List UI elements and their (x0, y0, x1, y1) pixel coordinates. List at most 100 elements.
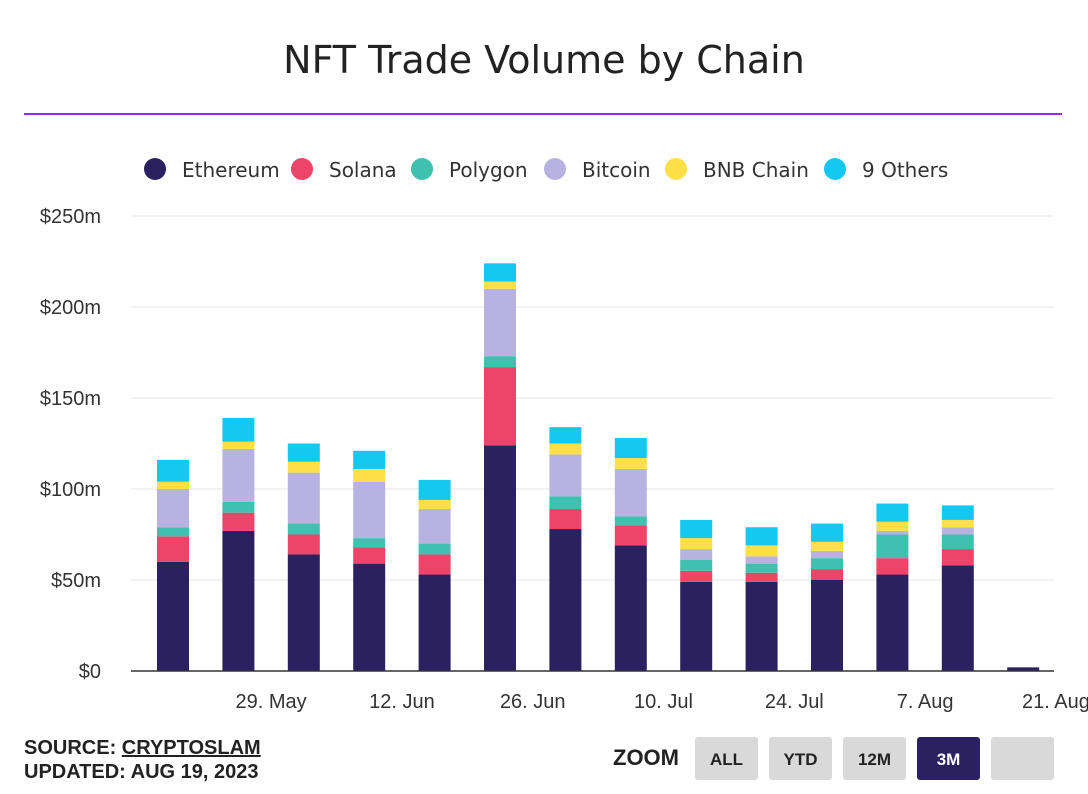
bar-segment-9-others[interactable] (353, 450, 386, 469)
bar-segment-9-others[interactable] (614, 438, 647, 459)
bar-segment-bitcoin[interactable] (941, 527, 974, 535)
legend-item-label[interactable]: BNB Chain (703, 158, 809, 182)
bar-segment-solana[interactable] (418, 554, 451, 575)
bar-segment-solana[interactable] (811, 569, 843, 580)
zoom-ytd-button[interactable]: YTD (769, 737, 832, 780)
bar-segment-polygon[interactable] (287, 523, 320, 535)
bar-segment-bitcoin[interactable] (614, 468, 647, 517)
bar-segment-bnb-chain[interactable] (157, 481, 189, 489)
bar-segment-bnb-chain[interactable] (680, 538, 713, 550)
bar-segment-solana[interactable] (549, 509, 582, 530)
bar-segment-solana[interactable] (614, 525, 647, 546)
legend-item-label[interactable]: Ethereum (182, 158, 280, 182)
y-tick-label: $250m (40, 206, 101, 228)
bar-segment-ethereum[interactable] (287, 554, 320, 671)
bar-segment-ethereum[interactable] (614, 545, 647, 671)
bar-segment-polygon[interactable] (157, 527, 189, 537)
zoom-all-button[interactable]: ALL (695, 737, 758, 780)
bar-segment-bnb-chain[interactable] (287, 461, 320, 473)
bar-segment-bnb-chain[interactable] (484, 281, 516, 289)
bar-segment-bitcoin[interactable] (353, 481, 386, 539)
legend-item-label[interactable]: Polygon (449, 158, 528, 182)
bar-segment-ethereum[interactable] (811, 580, 843, 671)
bar-segment-bitcoin[interactable] (484, 288, 516, 357)
bar-segment-solana[interactable] (287, 534, 320, 555)
bar-segment-bitcoin[interactable] (549, 454, 582, 497)
bar-segment-bitcoin[interactable] (287, 472, 320, 524)
bar-segment-polygon[interactable] (811, 558, 843, 570)
bar-segment-solana[interactable] (222, 512, 255, 531)
bar-segment-solana[interactable] (745, 572, 778, 582)
bar-segment-9-others[interactable] (876, 503, 909, 522)
bar-segment-polygon[interactable] (680, 559, 713, 571)
bar-segment-ethereum[interactable] (484, 445, 516, 671)
bar-segment-bnb-chain[interactable] (614, 458, 647, 469)
legend-marker[interactable] (665, 158, 687, 180)
bar-segment-9-others[interactable] (484, 263, 516, 282)
bar-segment-polygon[interactable] (353, 538, 386, 548)
bar-segment-polygon[interactable] (484, 356, 516, 368)
legend-item-label[interactable]: 9 Others (862, 158, 948, 182)
bar-segment-bnb-chain[interactable] (222, 441, 255, 449)
legend-marker[interactable] (144, 158, 166, 180)
bar-segment-polygon[interactable] (418, 543, 451, 555)
bar-segment-ethereum[interactable] (1007, 667, 1040, 671)
bar-segment-ethereum[interactable] (222, 530, 255, 671)
zoom-label: ZOOM (613, 745, 679, 770)
bar-segment-ethereum[interactable] (876, 574, 909, 671)
bar-segment-ethereum[interactable] (353, 563, 386, 671)
bar-segment-polygon[interactable] (876, 534, 909, 559)
bar-segment-solana[interactable] (484, 367, 516, 446)
bar-segment-bitcoin[interactable] (745, 556, 778, 564)
bar-segment-solana[interactable] (353, 547, 386, 564)
zoom-12m-button[interactable]: 12M (843, 737, 906, 780)
bar-segment-bnb-chain[interactable] (876, 521, 909, 531)
bar-segment-bnb-chain[interactable] (353, 468, 386, 482)
bar-segment-9-others[interactable] (745, 527, 778, 546)
bar-segment-polygon[interactable] (941, 534, 974, 550)
bar-segment-9-others[interactable] (680, 519, 713, 539)
bar-segment-bnb-chain[interactable] (418, 499, 451, 510)
bar-segment-9-others[interactable] (157, 459, 189, 482)
bar-segment-solana[interactable] (941, 549, 974, 566)
legend-item-label[interactable]: Bitcoin (582, 158, 651, 182)
legend-marker[interactable] (411, 158, 433, 180)
bar-segment-solana[interactable] (680, 570, 713, 582)
bar-segment-ethereum[interactable] (680, 581, 713, 671)
bar-segment-polygon[interactable] (745, 563, 778, 573)
bar-segment-bnb-chain[interactable] (745, 545, 778, 557)
zoom-blank-button[interactable] (991, 737, 1054, 780)
bar-segment-solana[interactable] (157, 536, 189, 562)
zoom-3m-button[interactable]: 3M (917, 737, 980, 780)
bar-segment-bitcoin[interactable] (418, 509, 451, 544)
bar-segment-ethereum[interactable] (157, 561, 189, 671)
bar-segment-bitcoin[interactable] (876, 530, 909, 535)
bar-segment-bnb-chain[interactable] (549, 443, 582, 455)
bar-segment-9-others[interactable] (941, 505, 974, 520)
bar-segment-bitcoin[interactable] (811, 550, 843, 559)
bar-segment-ethereum[interactable] (549, 529, 582, 671)
legend-marker[interactable] (824, 158, 846, 180)
bar-segment-bnb-chain[interactable] (941, 519, 974, 528)
bar-segment-solana[interactable] (876, 558, 909, 575)
legend-item-label[interactable]: Solana (329, 158, 397, 182)
bar-segment-polygon[interactable] (549, 496, 582, 510)
bar-segment-ethereum[interactable] (941, 565, 974, 671)
x-tick-label: 26. Jun (500, 691, 566, 713)
bar-segment-bitcoin[interactable] (157, 489, 189, 528)
bar-segment-polygon[interactable] (222, 501, 255, 513)
bar-segment-9-others[interactable] (287, 443, 320, 462)
bar-segment-9-others[interactable] (549, 427, 582, 444)
bar-segment-ethereum[interactable] (745, 581, 778, 671)
bar-segment-9-others[interactable] (811, 523, 843, 542)
bar-segment-ethereum[interactable] (418, 574, 451, 671)
legend-marker[interactable] (544, 158, 566, 180)
source-link[interactable]: CRYPTOSLAM (121, 737, 261, 759)
bar-segment-bitcoin[interactable] (680, 549, 713, 560)
bar-segment-bitcoin[interactable] (222, 448, 255, 502)
bar-segment-bnb-chain[interactable] (811, 541, 843, 551)
bar-segment-9-others[interactable] (222, 418, 255, 442)
bar-segment-polygon[interactable] (614, 516, 647, 526)
bar-segment-9-others[interactable] (418, 479, 451, 500)
legend-marker[interactable] (291, 158, 313, 180)
